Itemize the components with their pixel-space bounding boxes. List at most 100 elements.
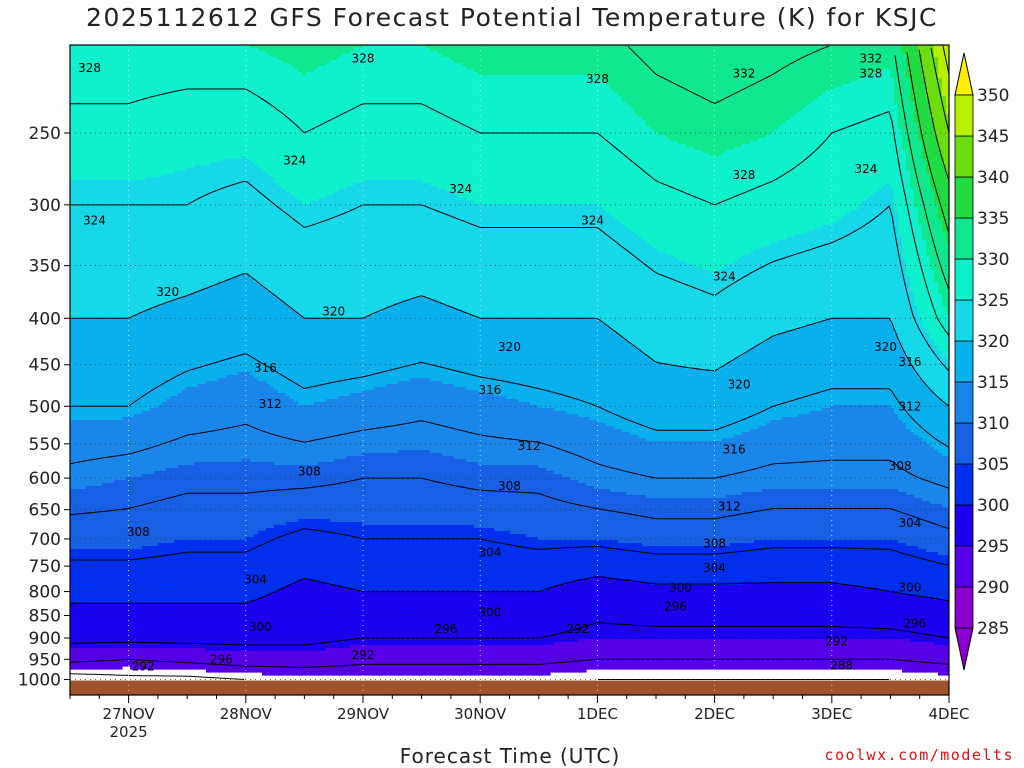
field-cell <box>710 546 715 586</box>
field-cell <box>818 96 823 229</box>
field-cell <box>330 195 335 319</box>
field-cell <box>398 381 403 451</box>
field-cell <box>558 45 563 76</box>
field-cell <box>930 447 935 505</box>
field-cell <box>642 582 647 640</box>
field-cell <box>298 651 303 676</box>
field-cell <box>266 54 271 175</box>
field-cell <box>354 45 359 49</box>
field-cell <box>430 51 435 187</box>
field-cell <box>470 315 475 391</box>
field-cell <box>666 546 671 586</box>
field-cell <box>910 45 915 103</box>
field-cell <box>218 603 223 652</box>
field-cell <box>646 582 651 640</box>
field-cell <box>450 456 455 526</box>
field-cell <box>626 105 631 229</box>
theta-field <box>70 45 949 676</box>
field-cell <box>494 591 499 646</box>
field-cell <box>818 45 823 97</box>
field-cell <box>598 207 603 322</box>
y-tick-label: 600 <box>29 469 61 489</box>
field-cell <box>566 582 571 643</box>
field-cell <box>590 318 595 421</box>
field-cell <box>430 186 435 301</box>
field-cell <box>910 366 915 433</box>
field-cell <box>70 318 75 421</box>
field-cell <box>114 420 119 481</box>
field-cell <box>862 45 867 79</box>
field-cell <box>162 648 167 670</box>
field-cell <box>734 261 739 358</box>
field-cell <box>226 603 231 652</box>
field-cell <box>874 192 879 319</box>
field-cell <box>594 540 599 577</box>
field-cell <box>766 540 771 583</box>
field-cell <box>670 498 675 547</box>
field-cell <box>758 540 763 583</box>
field-cell <box>298 72 303 202</box>
field-cell <box>482 591 487 646</box>
field-cell <box>658 441 663 499</box>
colorbar-label: 330 <box>977 250 1009 270</box>
field-cell <box>482 645 487 676</box>
field-cell <box>482 318 487 394</box>
field-cell <box>766 135 771 247</box>
x-tick-label: 4DEC <box>928 705 969 723</box>
field-cell <box>474 462 479 529</box>
field-cell <box>326 63 331 196</box>
field-cell <box>550 588 555 646</box>
field-cell <box>578 483 583 541</box>
field-cell <box>146 411 151 475</box>
field-cell <box>138 45 143 181</box>
field-cell <box>254 48 259 166</box>
field-cell <box>518 645 523 676</box>
field-cell <box>510 645 515 676</box>
field-cell <box>534 465 539 538</box>
field-cell <box>846 318 851 406</box>
field-cell <box>938 399 943 454</box>
field-cell <box>802 327 807 415</box>
field-cell <box>466 69 471 202</box>
field-cell <box>442 645 447 676</box>
field-cell <box>626 543 631 580</box>
field-cell <box>102 318 107 421</box>
field-cell <box>186 603 191 649</box>
field-cell <box>802 108 807 235</box>
field-cell <box>522 645 527 676</box>
field-cell <box>182 465 187 541</box>
field-cell <box>802 489 807 541</box>
field-cell <box>918 141 923 226</box>
field-cell <box>226 540 231 604</box>
field-cell <box>426 48 431 184</box>
field-cell <box>74 420 79 490</box>
field-cell <box>842 405 847 490</box>
field-cell <box>658 585 663 640</box>
field-cell <box>278 300 283 394</box>
field-cell <box>458 525 463 592</box>
field-cell <box>806 540 811 583</box>
field-cell <box>158 471 163 544</box>
field-cell <box>394 645 399 676</box>
field-cell <box>230 651 235 673</box>
field-cell <box>654 45 659 133</box>
field-cell <box>178 648 183 670</box>
field-cell <box>446 306 451 385</box>
field-cell <box>154 306 159 409</box>
field-cell <box>562 318 567 412</box>
field-cell <box>506 45 511 76</box>
field-cell <box>938 600 943 646</box>
field-cell <box>158 45 163 178</box>
field-cell <box>506 645 511 676</box>
field-cell <box>822 321 827 409</box>
field-cell <box>418 45 423 181</box>
field-cell <box>114 603 119 649</box>
field-cell <box>906 360 911 430</box>
field-cell <box>258 285 263 382</box>
field-cell <box>86 318 91 421</box>
field-cell <box>698 45 703 151</box>
field-cell <box>718 441 723 499</box>
field-cell <box>530 405 535 466</box>
y-tick-label: 1000 <box>18 671 61 691</box>
field-cell <box>594 45 599 76</box>
